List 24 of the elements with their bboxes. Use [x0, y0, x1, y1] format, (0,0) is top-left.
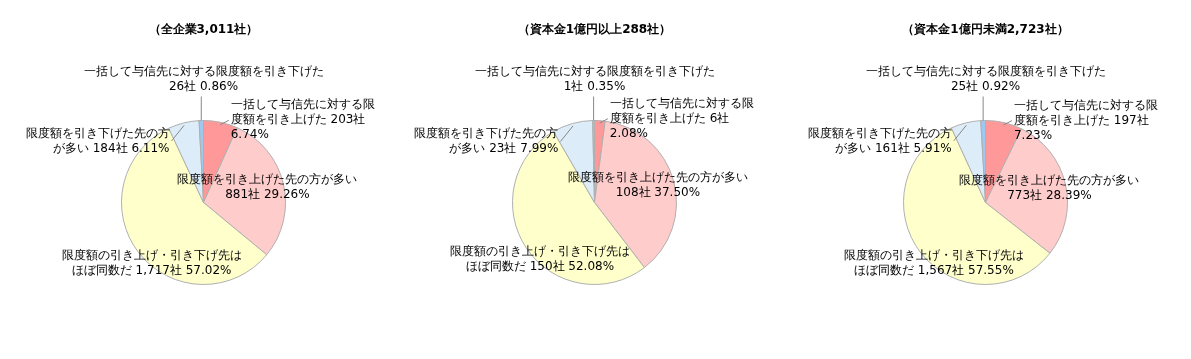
slice-label: 限度額の引き上げ・引き下げ先はほぼ同数だ 1,567社 57.55% — [843, 248, 1024, 278]
slice-label: 一括して与信先に対する限度額を引き下げた — [83, 64, 324, 79]
data-label: 108社 37.50% — [615, 185, 701, 200]
slice-label: 限度額を引き下げた先の方が多い 161社 5.91% — [807, 125, 952, 155]
data-label: 1社 0.35% — [563, 79, 626, 94]
data-label: 881社 29.26% — [225, 187, 310, 202]
slice-label: 限度額を引き上げた先の方が多い — [177, 172, 358, 187]
slice-label: 限度額の引き上げ・引き下げ先はほぼ同数だ 1,717社 57.02% — [61, 247, 242, 277]
slice-label: 一括して与信先に対する限度額を引き上げた 197社 7.23% — [1013, 97, 1158, 142]
slice-label: 一括して与信先に対する限度額を引き下げた — [474, 64, 715, 79]
chart-title: （資本金1億円未満2,723社） — [902, 22, 1069, 37]
data-label: 26社 0.86% — [168, 79, 239, 94]
chart-title: （資本金1億円以上288社） — [517, 22, 672, 37]
slice-label: 限度額の引き上げ・引き下げ先はほぼ同数だ 150社 52.08% — [449, 244, 630, 274]
data-label: 773社 28.39% — [1007, 187, 1092, 202]
slice-label: 限度額を引き上げた先の方が多い — [567, 170, 748, 185]
slice-label: 一括して与信先に対する限度額を引き上げた 203社 6.74% — [230, 97, 375, 142]
slice-label: 一括して与信先に対する限度額を引き下げた — [865, 64, 1106, 79]
slice-label: 限度額を引き下げた先の方が多い 184社 6.11% — [25, 125, 170, 155]
data-label: 25社 0.92% — [950, 79, 1021, 94]
slice-label: 限度額を引き下げた先の方が多い 23社 7.99% — [414, 126, 559, 156]
chart-title: （全企業3,011社） — [148, 22, 259, 37]
slice-label: 一括して与信先に対する限度額を引き上げた 6社 2.08% — [609, 95, 754, 140]
slice-label: 限度額を引き上げた先の方が多い — [959, 172, 1140, 187]
